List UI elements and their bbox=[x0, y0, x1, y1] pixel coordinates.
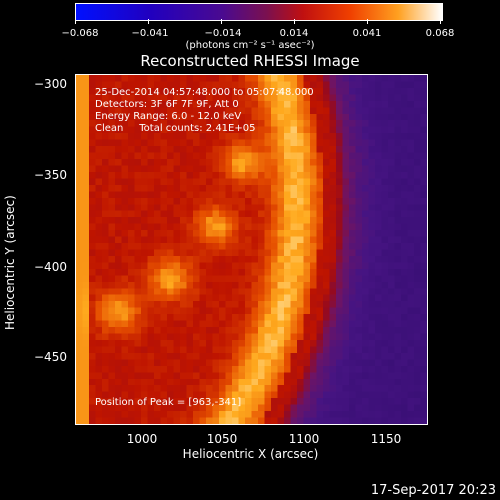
image-title: Reconstructed RHESSI Image bbox=[140, 52, 360, 70]
colorbar-tickmark bbox=[440, 19, 441, 24]
timestamp: 17-Sep-2017 20:23 bbox=[370, 483, 496, 498]
x-tick-label: 1050 bbox=[206, 432, 238, 446]
rhessi-image-raster bbox=[76, 75, 427, 424]
annotation-detectors: Detectors: 3F 6F 7F 9F, Att 0 bbox=[95, 99, 239, 110]
x-tick-label: 1000 bbox=[126, 432, 158, 446]
x-axis-label: Heliocentric X (arcsec) bbox=[182, 447, 319, 461]
y-tick-label: −350 bbox=[34, 168, 67, 182]
colorbar-tickmark bbox=[75, 19, 76, 24]
colorbar-tick-label: −0.068 bbox=[61, 28, 99, 39]
colorbar-tick-label: 0.014 bbox=[279, 28, 309, 39]
colorbar-tick-label: −0.041 bbox=[131, 28, 169, 39]
y-tick-label: −300 bbox=[34, 77, 67, 91]
y-axis-label: Heliocentric Y (arcsec) bbox=[3, 195, 17, 330]
colorbar-unit: (photons cm⁻² s⁻¹ asec⁻²) bbox=[185, 40, 315, 51]
colorbar bbox=[75, 3, 443, 21]
colorbar-tick-label: 0.041 bbox=[352, 28, 382, 39]
colorbar-tick-label: 0.068 bbox=[425, 28, 455, 39]
y-tick-label: −400 bbox=[34, 260, 67, 274]
colorbar-tickmark bbox=[367, 19, 368, 24]
annotation-time-range: 25-Dec-2014 04:57:48.000 to 05:07:48.000 bbox=[95, 87, 314, 98]
annotation-clean-counts: Clean Total counts: 2.41E+05 bbox=[95, 123, 256, 134]
annotation-peak-position: Position of Peak = [963,-341] bbox=[95, 397, 242, 408]
y-tick-label: −450 bbox=[34, 350, 67, 364]
colorbar-tickmark bbox=[148, 19, 149, 24]
x-tick-label: 1150 bbox=[370, 432, 402, 446]
x-tick-label: 1100 bbox=[288, 432, 320, 446]
colorbar-tickmark bbox=[221, 19, 222, 24]
rhessi-image bbox=[75, 74, 428, 425]
annotation-energy-range: Energy Range: 6.0 - 12.0 keV bbox=[95, 111, 242, 122]
colorbar-tickmark bbox=[294, 19, 295, 24]
colorbar-tick-label: −0.014 bbox=[204, 28, 242, 39]
